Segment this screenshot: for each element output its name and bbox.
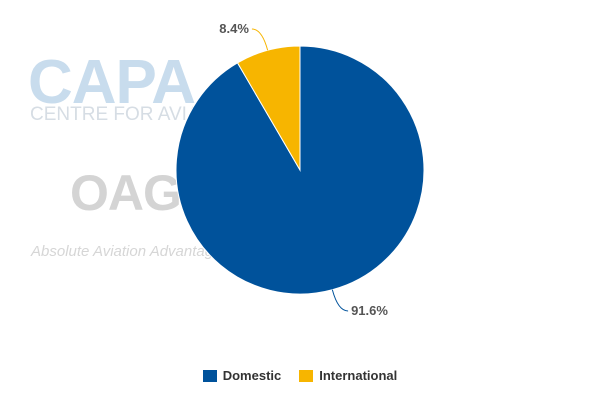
pie-slice-international[interactable] bbox=[236, 45, 301, 172]
label-connector-international bbox=[251, 28, 269, 51]
legend-label-international: International bbox=[319, 368, 398, 383]
capa-watermark-logo: CAPA bbox=[28, 48, 196, 117]
legend-swatch-international bbox=[299, 369, 314, 382]
legend-swatch-domestic bbox=[202, 369, 217, 382]
label-connector-domestic bbox=[331, 289, 349, 312]
legend-item-international[interactable]: International bbox=[299, 368, 397, 383]
oag-watermark-tagline: Absolute Aviation Advantage bbox=[31, 243, 222, 260]
legend-item-domestic[interactable]: Domestic bbox=[202, 368, 282, 383]
data-label-international: 8.4% bbox=[219, 21, 249, 36]
oag-watermark-logo: OAG bbox=[70, 165, 182, 221]
data-label-domestic: 91.6% bbox=[351, 303, 388, 318]
legend-label-domestic: Domestic bbox=[222, 368, 282, 383]
chart-legend: Domestic International bbox=[0, 368, 600, 383]
